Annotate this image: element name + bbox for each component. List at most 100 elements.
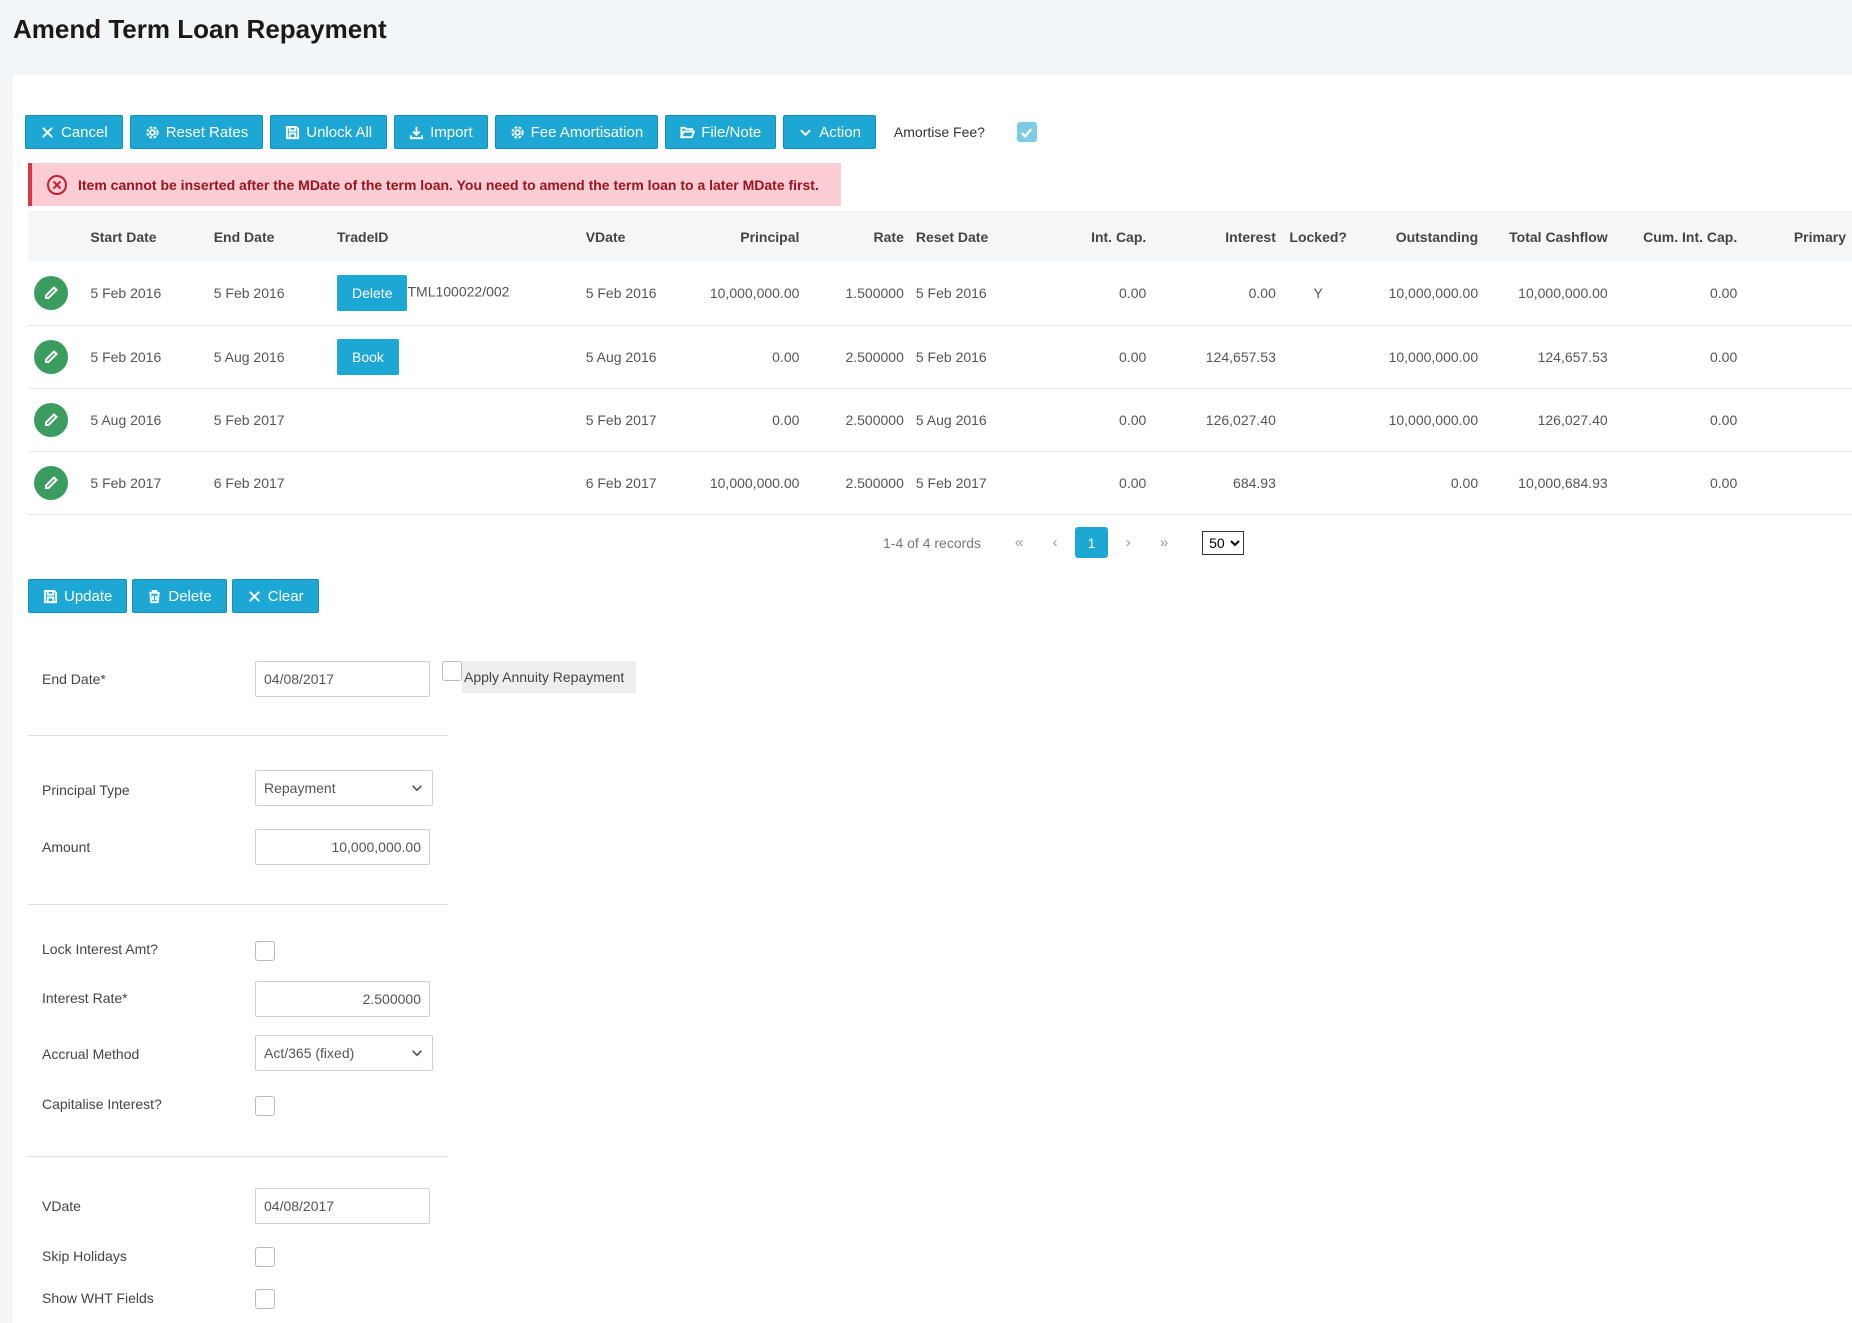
- principal-type-select[interactable]: Repayment: [255, 770, 433, 806]
- edit-row-button[interactable]: [34, 339, 68, 374]
- column-header[interactable]: VDate: [585, 228, 626, 245]
- prev-page-button[interactable]: ‹: [1052, 534, 1058, 551]
- skip-holidays-checkbox[interactable]: [255, 1247, 275, 1267]
- cancel-button[interactable]: Cancel: [25, 115, 123, 149]
- cell-primary: [1743, 451, 1852, 515]
- cell-trade-id: [331, 388, 580, 452]
- column-header[interactable]: Cum. Int. Cap.: [1643, 228, 1738, 245]
- vdate-label: VDate: [42, 1198, 81, 1214]
- lock-interest-checkbox[interactable]: [255, 941, 275, 961]
- file-note-button[interactable]: File/Note: [665, 115, 777, 149]
- column-header[interactable]: Outstanding: [1395, 228, 1479, 245]
- column-header[interactable]: Rate: [873, 228, 904, 245]
- vdate-input[interactable]: 04/08/2017: [255, 1188, 430, 1224]
- table-row[interactable]: 5 Feb 2017 6 Feb 2017 6 Feb 2017 10,000,…: [28, 451, 1852, 515]
- pencil-icon: [45, 349, 58, 363]
- table-row[interactable]: 5 Aug 2016 5 Feb 2017 5 Feb 2017 0.00 2.…: [28, 388, 1852, 452]
- close-icon: [248, 590, 260, 602]
- cell-end-date: 5 Feb 2016: [207, 262, 332, 326]
- column-header[interactable]: End Date: [213, 228, 275, 245]
- next-page-button[interactable]: ›: [1125, 534, 1131, 551]
- end-date-label: End Date*: [42, 671, 106, 687]
- cell-rate: 2.500000: [805, 325, 910, 389]
- end-date-input[interactable]: 04/08/2017: [255, 661, 430, 697]
- annuity-toggle[interactable]: Apply Annuity Repayment: [442, 661, 637, 693]
- cell-cum-int-cap: 0.00: [1613, 451, 1744, 515]
- cell-int-cap: 0.00: [1026, 325, 1153, 389]
- delete-trade-button[interactable]: Delete: [337, 275, 408, 312]
- first-page-button[interactable]: «: [1014, 534, 1024, 551]
- edit-row-button[interactable]: [34, 465, 68, 500]
- error-circle-icon: [47, 174, 67, 195]
- import-button[interactable]: Import: [394, 115, 488, 149]
- edit-column-header: [28, 211, 84, 262]
- amortise-fee-label: Amortise Fee?: [893, 124, 985, 140]
- interest-rate-input[interactable]: 2.500000: [255, 981, 430, 1017]
- column-header[interactable]: Principal: [740, 228, 800, 245]
- cell-locked: Y: [1281, 262, 1355, 326]
- divider: [28, 735, 448, 736]
- clear-button[interactable]: Clear: [231, 579, 319, 613]
- edit-row-button[interactable]: [34, 402, 68, 437]
- cell-end-date: 5 Feb 2017: [207, 388, 332, 452]
- error-message: Item cannot be inserted after the MDate …: [78, 176, 819, 193]
- table-row[interactable]: 5 Feb 2016 5 Aug 2016 Book 5 Aug 2016 0.…: [28, 325, 1852, 389]
- cell-locked: [1281, 325, 1355, 389]
- skip-holidays-label: Skip Holidays: [42, 1248, 127, 1264]
- accrual-method-select[interactable]: Act/365 (fixed): [255, 1035, 433, 1071]
- cell-total-cashflow: 124,657.53: [1484, 325, 1614, 389]
- pagination: 1-4 of 4 records « ‹ 1 › » 50: [883, 527, 1245, 558]
- column-header[interactable]: Total Cashflow: [1509, 228, 1608, 245]
- capitalise-interest-checkbox[interactable]: [255, 1096, 275, 1116]
- cell-primary: [1743, 325, 1852, 389]
- cell-vdate: 6 Feb 2017: [579, 451, 685, 515]
- cell-reset-date: 5 Feb 2016: [909, 262, 1027, 326]
- column-header[interactable]: Primary: [1793, 228, 1846, 245]
- column-header[interactable]: Locked?: [1289, 228, 1347, 245]
- cell-reset-date: 5 Feb 2017: [909, 451, 1027, 515]
- pencil-icon: [45, 412, 58, 426]
- column-header[interactable]: Interest: [1225, 228, 1276, 245]
- cell-trade-id: [331, 451, 580, 515]
- fee-amortisation-button[interactable]: Fee Amortisation: [494, 115, 659, 149]
- cell-reset-date: 5 Feb 2016: [909, 325, 1027, 389]
- cell-principal: 0.00: [684, 325, 806, 389]
- last-page-button[interactable]: »: [1159, 534, 1169, 551]
- amount-input[interactable]: 10,000,000.00: [255, 829, 430, 865]
- show-wht-checkbox[interactable]: [255, 1289, 275, 1309]
- cell-primary: [1743, 388, 1852, 452]
- reset-rates-button[interactable]: Reset Rates: [129, 115, 264, 149]
- check-icon: [1021, 127, 1033, 138]
- page-1-button[interactable]: 1: [1075, 527, 1109, 558]
- column-header[interactable]: Reset Date: [915, 228, 989, 245]
- cell-start-date: 5 Feb 2016: [84, 325, 208, 389]
- cell-end-date: 5 Aug 2016: [207, 325, 332, 389]
- update-button[interactable]: Update: [28, 579, 128, 613]
- repayment-table: Start Date End Date TradeID VDate Princi…: [28, 211, 1852, 515]
- edit-row-button[interactable]: [34, 276, 68, 311]
- cell-outstanding: 10,000,000.00: [1354, 388, 1485, 452]
- book-trade-button[interactable]: Book: [337, 338, 399, 375]
- cell-interest: 0.00: [1152, 262, 1282, 326]
- annuity-checkbox[interactable]: [442, 661, 462, 681]
- page-size-select[interactable]: 50: [1202, 530, 1245, 555]
- principal-type-value: Repayment: [264, 780, 336, 796]
- pencil-icon: [45, 475, 58, 489]
- cell-trade-id: Delete TML100022/002: [331, 262, 580, 326]
- column-header[interactable]: Int. Cap.: [1091, 228, 1147, 245]
- cell-cum-int-cap: 0.00: [1613, 262, 1744, 326]
- action-button[interactable]: Action: [783, 115, 876, 149]
- cell-total-cashflow: 10,000,000.00: [1484, 262, 1614, 326]
- trash-icon: [149, 589, 161, 603]
- table-row[interactable]: 5 Feb 2016 5 Feb 2016 Delete TML100022/00…: [28, 262, 1852, 326]
- amortise-fee-checkbox[interactable]: [1016, 122, 1037, 142]
- cell-total-cashflow: 126,027.40: [1484, 388, 1614, 452]
- column-header[interactable]: TradeID: [337, 228, 389, 245]
- delete-button[interactable]: Delete: [132, 579, 227, 613]
- column-header[interactable]: Start Date: [90, 228, 157, 245]
- chevron-down-icon: [412, 1050, 422, 1057]
- cell-reset-date: 5 Aug 2016: [909, 388, 1027, 452]
- records-info: 1-4 of 4 records: [883, 534, 982, 551]
- unlock-all-button[interactable]: Unlock All: [270, 115, 388, 149]
- cell-outstanding: 0.00: [1354, 451, 1485, 515]
